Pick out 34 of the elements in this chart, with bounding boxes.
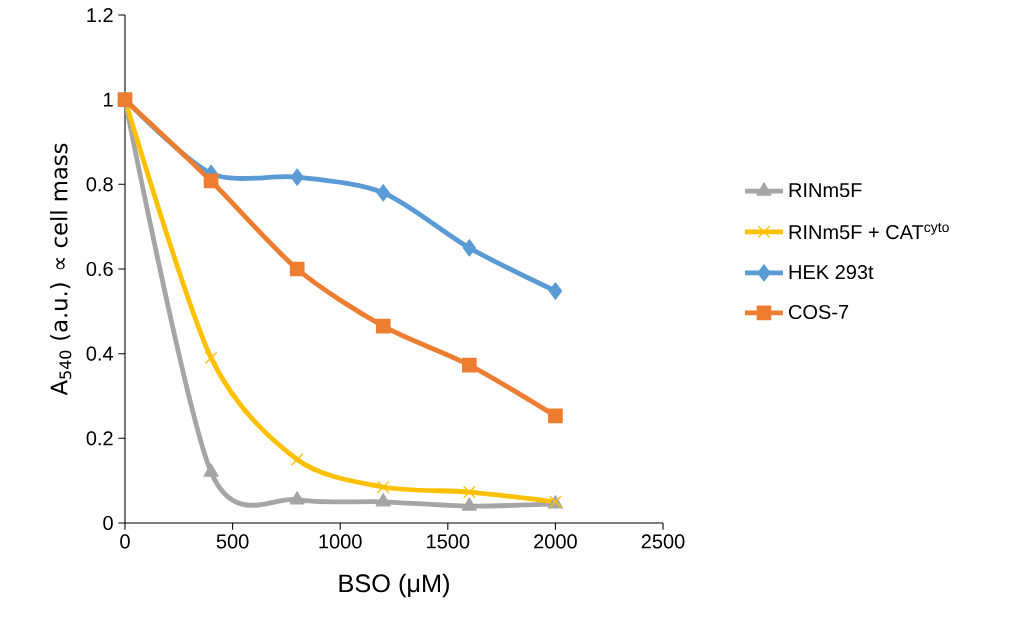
y-tick-label: 0.2 <box>86 431 113 446</box>
y-tick-label: 0.4 <box>86 346 114 361</box>
x-tick-label: 2500 <box>641 534 685 549</box>
y-tick-label: 1.2 <box>87 8 113 22</box>
point <box>548 282 563 300</box>
y-tick-label: 1 <box>104 92 113 107</box>
point <box>548 408 563 424</box>
point <box>376 480 390 494</box>
point <box>289 261 305 277</box>
point <box>461 497 477 511</box>
point <box>375 318 391 334</box>
x-tick-label: 1000 <box>319 534 362 549</box>
point <box>461 357 477 373</box>
point <box>203 463 219 477</box>
legend-label: COS-7 <box>789 304 849 320</box>
y-tick-label: 0.6 <box>86 261 113 277</box>
point <box>289 491 305 505</box>
point <box>463 485 476 499</box>
point <box>375 493 391 507</box>
x-tick-label: 500 <box>216 534 249 549</box>
x-tick-label: 2000 <box>534 534 577 549</box>
x-axis-title: BSO (μM) <box>339 573 449 598</box>
legend-label: RINm5F + CAT$^{cyto}$ <box>789 222 949 240</box>
point <box>376 184 390 202</box>
legend-label: RINm5F <box>789 183 862 198</box>
point <box>290 168 304 186</box>
y-tick-label: 0.8 <box>86 177 113 192</box>
y-axis-title: A$_{540}$ (a.u.) ∝ cell mass <box>50 143 72 396</box>
x-tick-label: 1500 <box>427 534 470 549</box>
x-tick-label: 0 <box>120 534 130 549</box>
legend-label: HEK 293t <box>789 264 874 280</box>
point <box>462 239 476 257</box>
point <box>203 173 219 189</box>
y-tick-label: 0 <box>103 515 113 531</box>
